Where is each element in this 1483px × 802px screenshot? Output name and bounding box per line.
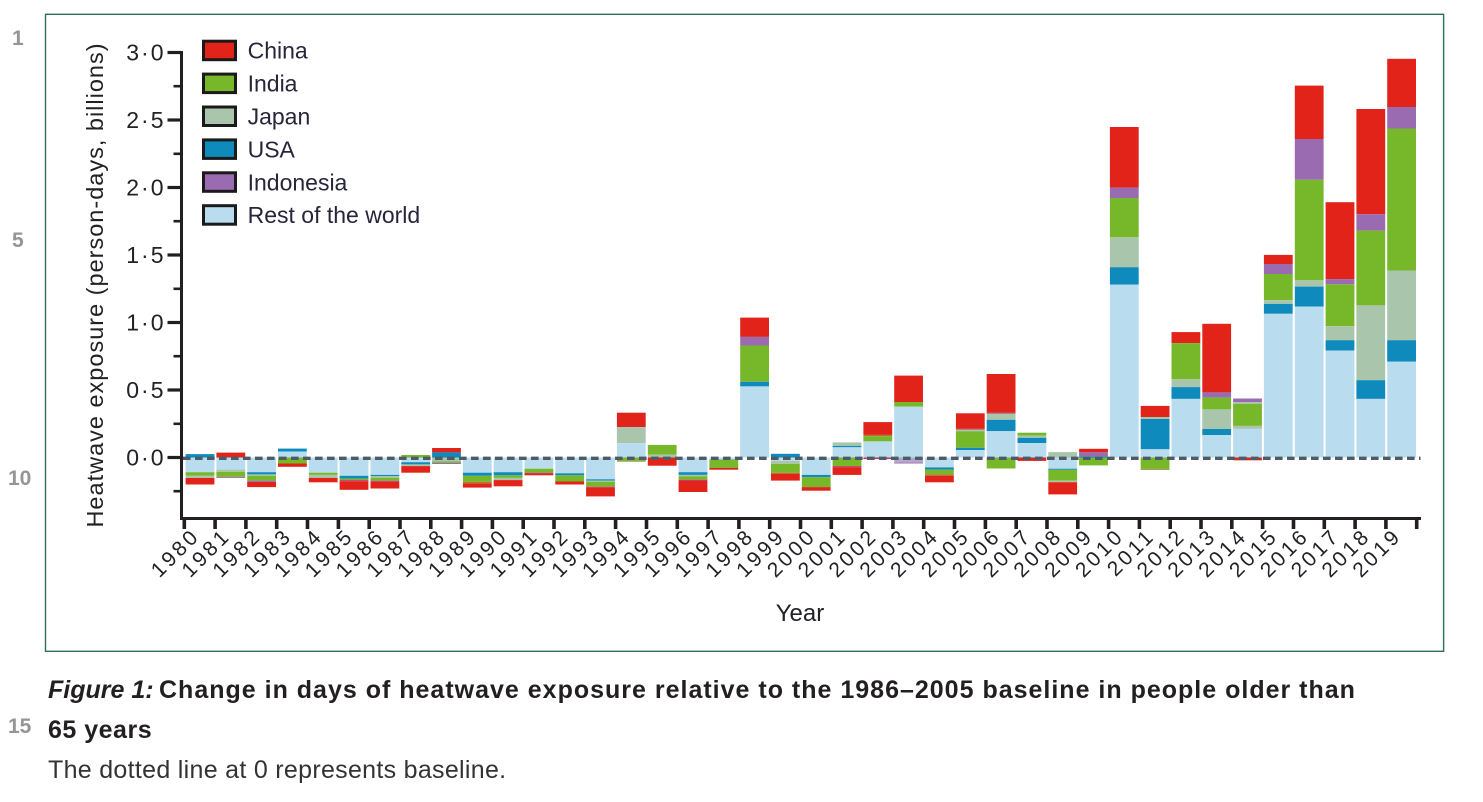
svg-text:1: 1 [12,27,24,50]
svg-text:India: India [248,71,298,97]
svg-text:China: China [248,38,308,64]
svg-text:0·0: 0·0 [126,445,165,471]
svg-text:65 years: 65 years [48,716,152,744]
svg-text:Indonesia: Indonesia [248,169,348,195]
svg-text:The dotted line at 0 represent: The dotted line at 0 represents baseline… [48,756,506,784]
svg-text:Heatwave exposure (person-days: Heatwave exposure (person-days, billions… [82,42,108,527]
svg-text:Japan: Japan [248,104,311,130]
svg-text:Change in days of heatwave exp: Change in days of heatwave exposure rela… [159,676,1356,704]
svg-text:15: 15 [8,715,32,738]
svg-text:Rest of the world: Rest of the world [248,202,421,228]
svg-text:10: 10 [8,467,31,490]
svg-text:2·0: 2·0 [126,175,165,201]
svg-text:Figure 1:: Figure 1: [48,676,154,704]
svg-text:Year: Year [776,600,825,627]
svg-text:1·5: 1·5 [126,242,165,268]
svg-text:0·5: 0·5 [126,377,165,403]
svg-text:1·0: 1·0 [126,310,165,336]
svg-text:3·0: 3·0 [126,40,165,66]
svg-text:2·5: 2·5 [126,107,165,133]
svg-text:5: 5 [12,229,24,252]
svg-text:USA: USA [248,136,296,162]
